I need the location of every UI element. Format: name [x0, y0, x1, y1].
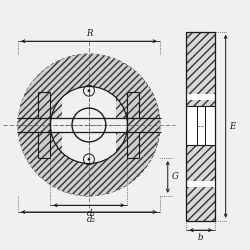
- Circle shape: [88, 158, 90, 161]
- Bar: [38, 132, 50, 158]
- Wedge shape: [18, 54, 150, 196]
- Bar: [50, 132, 62, 158]
- Text: G: G: [172, 172, 178, 182]
- Bar: [50, 92, 62, 118]
- Wedge shape: [18, 54, 160, 196]
- Bar: [186, 32, 215, 221]
- Bar: [186, 151, 215, 181]
- Bar: [38, 92, 50, 118]
- Bar: [128, 132, 140, 158]
- Bar: [186, 100, 215, 106]
- Wedge shape: [28, 144, 70, 186]
- Circle shape: [88, 89, 90, 92]
- Bar: [186, 145, 215, 151]
- Text: d₂: d₂: [87, 216, 96, 224]
- Text: E: E: [229, 122, 235, 131]
- Wedge shape: [18, 90, 56, 160]
- Bar: [128, 92, 140, 118]
- Text: R: R: [86, 29, 92, 38]
- Text: b: b: [198, 234, 203, 242]
- Bar: [197, 106, 205, 145]
- Bar: [186, 186, 215, 221]
- Bar: [186, 32, 215, 221]
- Bar: [186, 64, 215, 94]
- Bar: [186, 32, 215, 65]
- Text: d₁: d₁: [87, 209, 96, 218]
- Bar: [116, 92, 128, 118]
- Bar: [116, 132, 128, 158]
